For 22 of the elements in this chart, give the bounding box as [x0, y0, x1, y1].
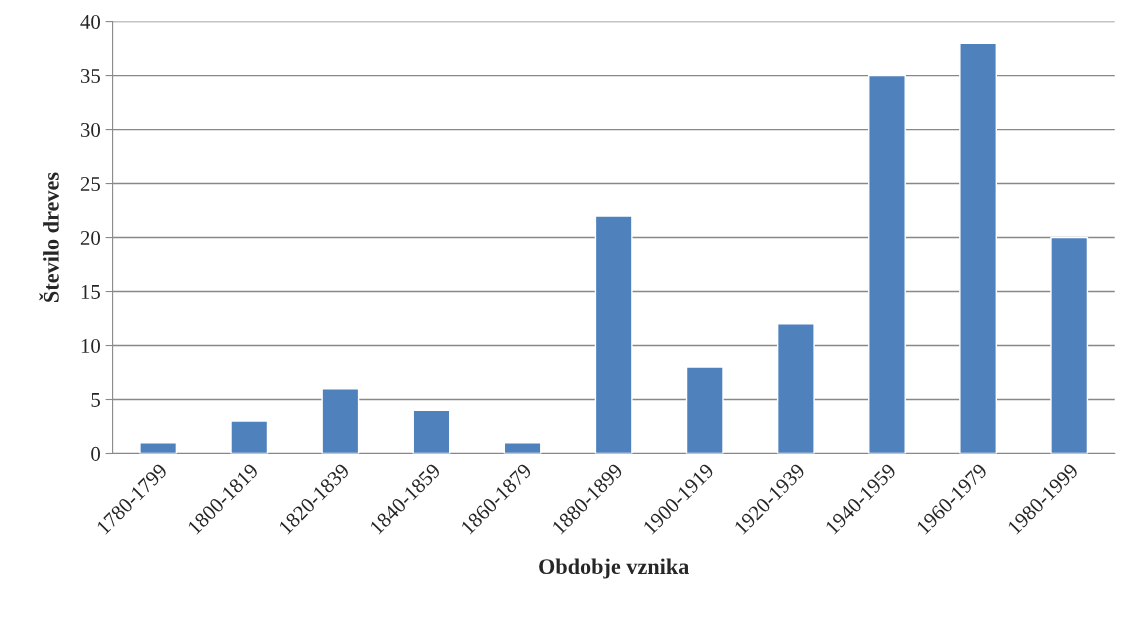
y-tick-label: 15: [81, 285, 100, 299]
bar: [685, 366, 724, 454]
bar: [594, 215, 633, 454]
x-axis-title: Obdobje vznika: [539, 558, 689, 579]
bar: [776, 323, 815, 454]
bar: [412, 409, 451, 454]
bar: [230, 420, 269, 454]
bar: [1050, 236, 1089, 454]
y-tick-label: 35: [80, 69, 100, 84]
y-tick-label: 30: [80, 122, 100, 137]
bar: [868, 74, 906, 454]
bar: [139, 442, 178, 454]
y-tick-label: 10: [81, 338, 100, 353]
y-tick-label: 5: [91, 393, 100, 407]
y-axis-title: Število dreves: [39, 172, 59, 302]
bar: [959, 42, 998, 454]
bar: [321, 388, 360, 454]
y-tick-label: 40: [80, 14, 100, 30]
y-tick-label: 20: [80, 230, 100, 245]
y-tick-label: 0: [91, 446, 100, 461]
y-tick-label: 25: [80, 176, 100, 191]
bar: [503, 442, 542, 454]
